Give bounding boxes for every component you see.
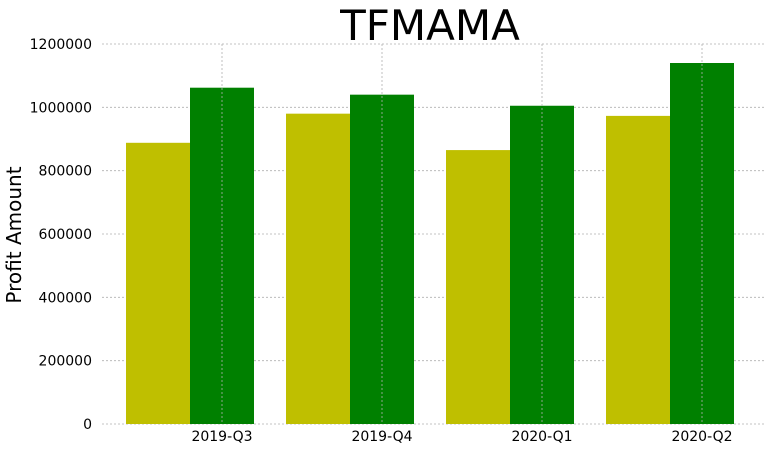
y-tick-label: 1000000 [30, 100, 92, 116]
y-tick-label: 800000 [39, 164, 92, 180]
bar-2020-Q2-series-2 [670, 63, 734, 424]
x-tick-label: 2019-Q4 [351, 429, 412, 445]
y-axis-label: Profit Amount [2, 166, 26, 303]
bar-2019-Q3-series-2 [190, 87, 254, 424]
y-tick-label: 0 [83, 417, 92, 433]
x-tick-label: 2019-Q3 [191, 429, 252, 445]
bar-2020-Q2-series-1 [606, 115, 670, 424]
x-ticks: 2019-Q3 2019-Q4 2020-Q1 2020-Q2 [191, 429, 732, 445]
y-tick-label: 200000 [39, 354, 92, 370]
y-ticks: 0 200000 400000 600000 800000 1000000 1200000 [30, 37, 92, 433]
vertical-grid [221, 44, 703, 424]
bar-2019-Q4-series-1 [286, 113, 350, 425]
bars [126, 63, 734, 425]
y-tick-label: 1200000 [30, 37, 92, 53]
bar-2019-Q3-series-1 [126, 142, 190, 425]
y-tick-label: 600000 [39, 227, 92, 243]
y-tick-label: 400000 [39, 290, 92, 306]
x-tick-label: 2020-Q1 [511, 429, 572, 445]
bar-2020-Q1-series-1 [446, 150, 510, 425]
x-tick-label: 2020-Q2 [671, 429, 732, 445]
chart-title: TFMAMA [339, 1, 520, 50]
